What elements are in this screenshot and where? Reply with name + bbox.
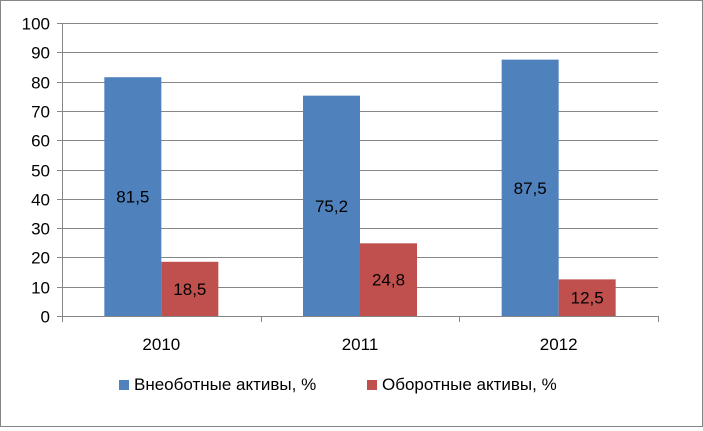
bars — [104, 59, 616, 316]
y-tick-label: 80 — [31, 74, 50, 93]
y-tick-label: 100 — [22, 15, 50, 34]
y-tick-label: 70 — [31, 103, 50, 122]
y-tick-label: 20 — [31, 249, 50, 268]
data-label: 81,5 — [116, 188, 149, 207]
y-tick-label: 30 — [31, 220, 50, 239]
x-category-label: 2012 — [540, 335, 578, 354]
legend: Внеоботные активы, % Оборотные активы, % — [119, 375, 557, 394]
x-category-label: 2011 — [342, 335, 379, 354]
x-axis — [62, 23, 659, 322]
data-label: 24,8 — [372, 271, 405, 290]
legend-swatch-2 — [367, 380, 377, 390]
x-category-label: 2010 — [142, 335, 180, 354]
y-tick-label: 90 — [31, 44, 50, 63]
legend-label-2: Оборотные активы, % — [382, 375, 557, 394]
y-tick-label: 10 — [31, 279, 50, 298]
y-tick-label: 50 — [31, 162, 50, 181]
legend-label-1: Внеоботные активы, % — [134, 375, 316, 394]
bar-2010-series-2 — [161, 261, 219, 316]
y-tick-label: 40 — [31, 191, 50, 210]
data-label: 75,2 — [315, 197, 348, 216]
data-labels: 81,5 18,5 75,2 24,8 87,5 12,5 — [116, 179, 603, 308]
legend-swatch-1 — [119, 380, 129, 390]
y-axis-ticks: 0 10 20 30 40 50 60 70 80 90 100 — [22, 15, 50, 327]
y-tick-label: 60 — [31, 132, 50, 151]
x-axis-categories: 2010 2011 2012 — [142, 335, 577, 354]
bar-2011-series-1 — [303, 95, 360, 316]
y-tick-label: 0 — [41, 308, 50, 327]
data-label: 12,5 — [571, 289, 604, 308]
data-label: 18,5 — [173, 280, 206, 299]
bar-2010-series-1 — [104, 77, 162, 316]
data-label: 87,5 — [514, 179, 547, 198]
bar-2012-series-1 — [501, 59, 559, 316]
bar-2011-series-2 — [360, 243, 417, 316]
bar-2012-series-2 — [558, 279, 616, 316]
